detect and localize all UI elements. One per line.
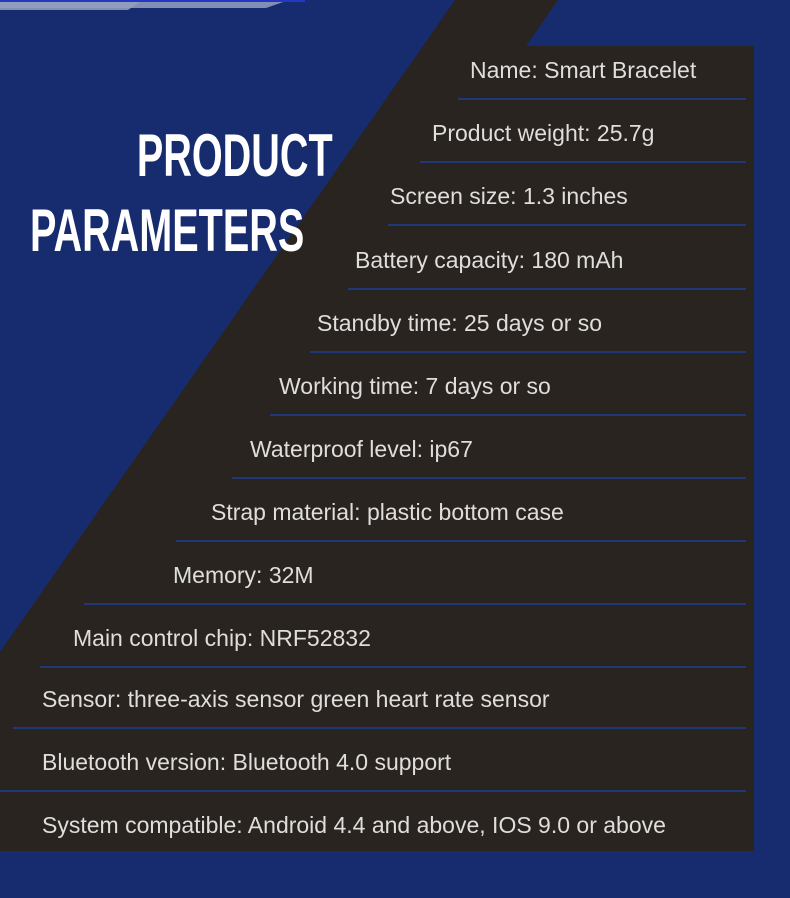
spec-row-text: System compatible: Android 4.4 and above… [42, 812, 666, 838]
spec-row-text: Strap material: plastic bottom case [211, 499, 564, 525]
spec-row-text: Name: Smart Bracelet [470, 57, 697, 83]
page-title-line-1: PRODUCT [137, 122, 333, 189]
spec-row-text: Battery capacity: 180 mAh [355, 247, 624, 273]
spec-row-text: Screen size: 1.3 inches [390, 183, 628, 209]
spec-row-text: Bluetooth version: Bluetooth 4.0 support [42, 749, 452, 775]
spec-row-text: Product weight: 25.7g [432, 120, 655, 146]
spec-row-strap-material: Strap material: plastic bottom case [176, 480, 746, 542]
decor-stripe-mid [0, 0, 143, 10]
decor-stripe-top [0, 0, 289, 8]
spec-row-system-compatible: System compatible: Android 4.4 and above… [32, 793, 746, 855]
decor-accent-line-mid [0, 0, 305, 2]
spec-row-main-chip: Main control chip: NRF52832 [40, 606, 746, 668]
spec-row-text: Waterproof level: ip67 [250, 436, 473, 462]
spec-row-text: Standby time: 25 days or so [317, 310, 603, 336]
spec-row-screen-size: Screen size: 1.3 inches [388, 164, 746, 226]
spec-row-standby-time: Standby time: 25 days or so [310, 291, 746, 353]
spec-row-battery: Battery capacity: 180 mAh [348, 228, 746, 290]
spec-row-waterproof: Waterproof level: ip67 [232, 417, 746, 479]
spec-row-sensor: Sensor: three-axis sensor green heart ra… [13, 667, 746, 729]
spec-row-text: Main control chip: NRF52832 [73, 625, 371, 651]
page-title-line-2: PARAMETERS [30, 197, 305, 264]
spec-row-weight: Product weight: 25.7g [420, 101, 746, 163]
spec-row-text: Memory: 32M [173, 562, 314, 588]
spec-row-name: Name: Smart Bracelet [458, 38, 746, 100]
spec-row-memory: Memory: 32M [84, 543, 746, 605]
spec-row-bluetooth: Bluetooth version: Bluetooth 4.0 support [0, 730, 746, 792]
spec-row-text: Working time: 7 days or so [279, 373, 551, 399]
spec-row-text: Sensor: three-axis sensor green heart ra… [42, 686, 550, 712]
spec-row-working-time: Working time: 7 days or so [270, 354, 746, 416]
